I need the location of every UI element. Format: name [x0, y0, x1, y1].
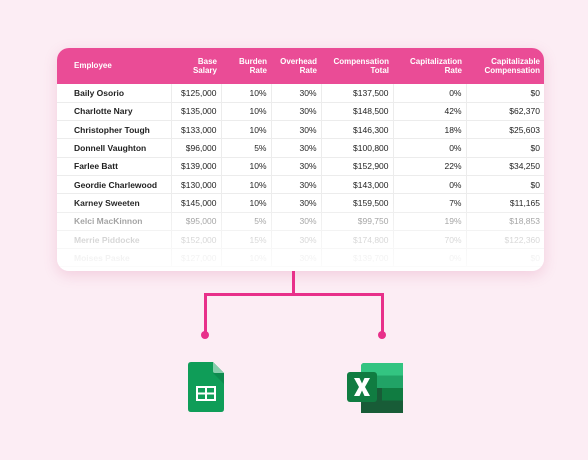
header-capitalization-rate[interactable]: Capitalization Rate [393, 48, 466, 84]
header-overhead-rate[interactable]: Overhead Rate [271, 48, 321, 84]
capitalizable-compensation-cell: $122,360 [466, 230, 544, 250]
table-row[interactable]: Christopher Tough $133,000 10% 30% $146,… [57, 120, 544, 140]
burden-rate-cell: 10% [221, 193, 272, 213]
burden-rate-cell: 10% [221, 84, 272, 103]
capitalizable-compensation-cell: $0 [466, 138, 544, 158]
overhead-rate-cell: 30% [271, 157, 322, 176]
base-salary-cell: $152,000 [171, 230, 222, 250]
overhead-rate-cell: 30% [271, 102, 322, 122]
overhead-rate-cell: 30% [271, 193, 322, 213]
base-salary-cell: $127,000 [171, 248, 222, 268]
capitalization-rate-cell: 0% [393, 84, 467, 103]
connector-left-dot [201, 331, 209, 339]
compensation-total-cell: $100,800 [321, 138, 394, 158]
compensation-total-cell: $146,300 [321, 120, 394, 140]
base-salary-cell: $96,000 [171, 138, 222, 158]
employee-name-cell: Farlee Batt [57, 157, 172, 176]
employee-name-cell: Christopher Tough [57, 120, 172, 140]
header-capitalizable-compensation[interactable]: Capitalizable Compensation [466, 48, 544, 84]
table-row[interactable]: Geordie Charlewood $130,000 10% 30% $143… [57, 175, 544, 195]
header-burden-rate[interactable]: Burden Rate [221, 48, 271, 84]
overhead-rate-cell: 30% [271, 248, 322, 268]
compensation-total-cell: $99,750 [321, 212, 394, 231]
connector-stem [292, 271, 295, 295]
table-row[interactable]: Kelci MacKinnon $95,000 5% 30% $99,750 1… [57, 212, 544, 231]
capitalizable-compensation-cell: $34,250 [466, 157, 544, 176]
burden-rate-cell: 10% [221, 102, 272, 122]
capitalization-rate-cell: 0% [393, 138, 467, 158]
table-header-row: Employee Base Salary Burden Rate Overhea… [57, 48, 544, 84]
burden-rate-cell: 10% [221, 120, 272, 140]
base-salary-cell: $95,000 [171, 212, 222, 231]
burden-rate-cell: 15% [221, 230, 272, 250]
burden-rate-cell: 5% [221, 138, 272, 158]
overhead-rate-cell: 30% [271, 138, 322, 158]
header-base-salary[interactable]: Base Salary [171, 48, 221, 84]
capitalizable-compensation-cell: $18,853 [466, 212, 544, 231]
connector-left-drop [204, 293, 207, 335]
connector-right-dot [378, 331, 386, 339]
compensation-total-cell: $137,500 [321, 84, 394, 103]
capitalization-rate-cell: 0% [393, 248, 467, 268]
table-row[interactable]: Karney Sweeten $145,000 10% 30% $159,500… [57, 193, 544, 213]
capitalization-rate-cell: 22% [393, 157, 467, 176]
base-salary-cell: $133,000 [171, 120, 222, 140]
overhead-rate-cell: 30% [271, 120, 322, 140]
capitalizable-compensation-cell: $0 [466, 84, 544, 103]
burden-rate-cell: 10% [221, 157, 272, 176]
capitalizable-compensation-cell: $25,603 [466, 120, 544, 140]
compensation-table-card: Employee Base Salary Burden Rate Overhea… [57, 48, 544, 271]
table-row[interactable]: Farlee Batt $139,000 10% 30% $152,900 22… [57, 157, 544, 176]
burden-rate-cell: 10% [221, 248, 272, 268]
burden-rate-cell: 5% [221, 212, 272, 231]
capitalization-rate-cell: 70% [393, 230, 467, 250]
capitalization-rate-cell: 19% [393, 212, 467, 231]
base-salary-cell: $145,000 [171, 193, 222, 213]
capitalization-rate-cell: 18% [393, 120, 467, 140]
employee-name-cell: Merrie Piddocke [57, 230, 172, 250]
table-row[interactable]: Donnell Vaughton $96,000 5% 30% $100,800… [57, 138, 544, 158]
employee-name-cell: Baily Osorio [57, 84, 172, 103]
burden-rate-cell: 10% [221, 175, 272, 195]
overhead-rate-cell: 30% [271, 212, 322, 231]
microsoft-excel-icon[interactable] [347, 363, 403, 418]
capitalizable-compensation-cell: $62,370 [466, 102, 544, 122]
header-compensation-total[interactable]: Compensation Total [321, 48, 393, 84]
table-row[interactable]: Charlotte Nary $135,000 10% 30% $148,500… [57, 102, 544, 122]
table-row[interactable]: Baily Osorio $125,000 10% 30% $137,500 0… [57, 84, 544, 103]
compensation-total-cell: $174,800 [321, 230, 394, 250]
capitalization-rate-cell: 7% [393, 193, 467, 213]
capitalizable-compensation-cell: $0 [466, 248, 544, 268]
compensation-total-cell: $148,500 [321, 102, 394, 122]
connector-bar [204, 293, 384, 296]
connector-right-drop [381, 293, 384, 335]
employee-name-cell: Karney Sweeten [57, 193, 172, 213]
overhead-rate-cell: 30% [271, 84, 322, 103]
employee-name-cell: Charlotte Nary [57, 102, 172, 122]
employee-name-cell: Donnell Vaughton [57, 138, 172, 158]
table-row[interactable]: Moises Paske $127,000 10% 30% $139,700 0… [57, 248, 544, 268]
capitalization-rate-cell: 42% [393, 102, 467, 122]
compensation-total-cell: $152,900 [321, 157, 394, 176]
header-employee[interactable]: Employee [57, 48, 171, 84]
base-salary-cell: $125,000 [171, 84, 222, 103]
base-salary-cell: $139,000 [171, 157, 222, 176]
compensation-table: Employee Base Salary Burden Rate Overhea… [57, 48, 544, 268]
capitalizable-compensation-cell: $0 [466, 175, 544, 195]
employee-name-cell: Geordie Charlewood [57, 175, 172, 195]
base-salary-cell: $130,000 [171, 175, 222, 195]
google-sheets-icon[interactable] [188, 362, 224, 417]
compensation-total-cell: $159,500 [321, 193, 394, 213]
base-salary-cell: $135,000 [171, 102, 222, 122]
employee-name-cell: Kelci MacKinnon [57, 212, 172, 231]
overhead-rate-cell: 30% [271, 230, 322, 250]
capitalization-rate-cell: 0% [393, 175, 467, 195]
capitalizable-compensation-cell: $11,165 [466, 193, 544, 213]
employee-name-cell: Moises Paske [57, 248, 172, 268]
compensation-total-cell: $143,000 [321, 175, 394, 195]
table-row[interactable]: Merrie Piddocke $152,000 15% 30% $174,80… [57, 230, 544, 250]
compensation-total-cell: $139,700 [321, 248, 394, 268]
overhead-rate-cell: 30% [271, 175, 322, 195]
